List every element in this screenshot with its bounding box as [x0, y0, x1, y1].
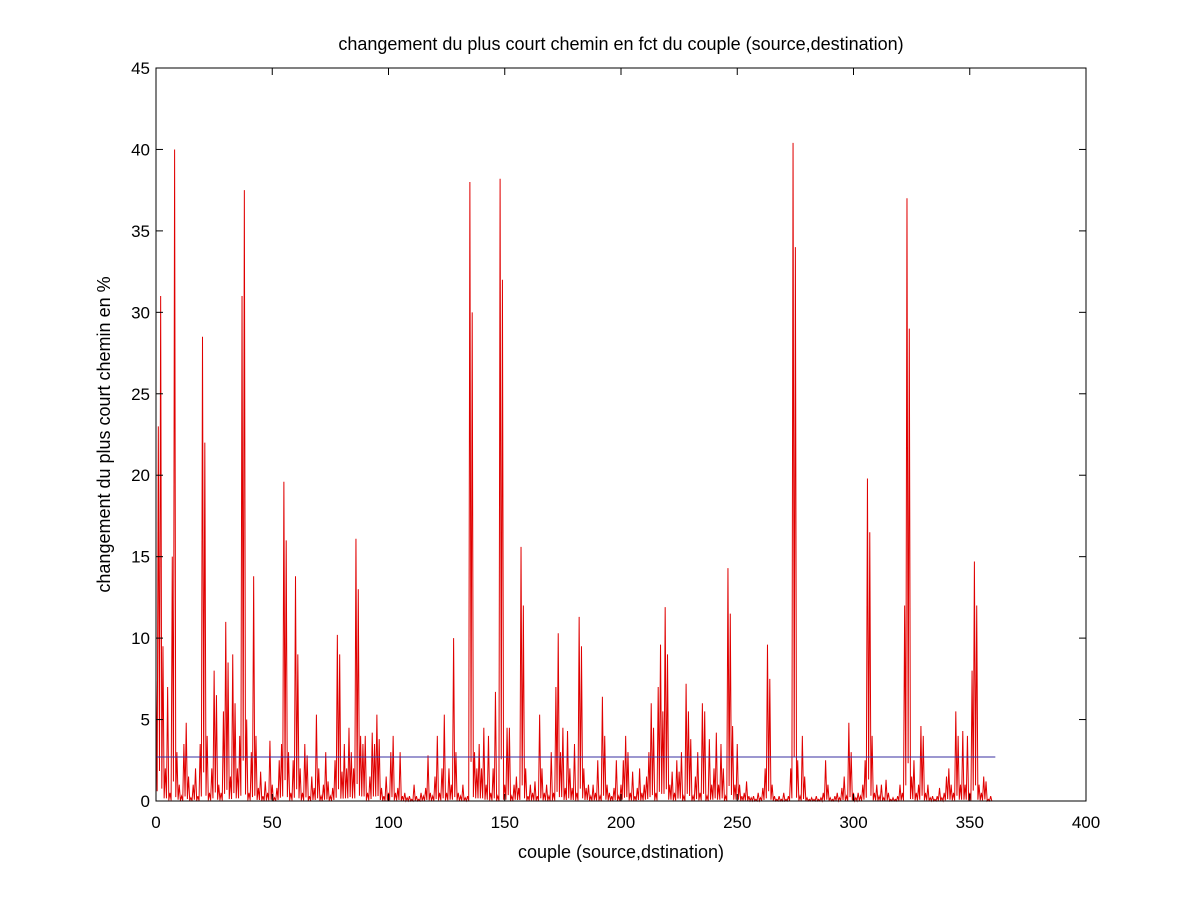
- series-layer: [155, 142, 996, 803]
- y-tick-label: 15: [131, 548, 150, 567]
- x-tick-label: 250: [723, 813, 751, 832]
- x-tick-label: 50: [263, 813, 282, 832]
- y-tick-label: 25: [131, 385, 150, 404]
- x-tick-label: 350: [956, 813, 984, 832]
- x-tick-label: 100: [374, 813, 402, 832]
- chart-title: changement du plus court chemin en fct d…: [338, 34, 903, 54]
- ticks-layer: 0 50 100 150 200 250 300 350 400 0 5 10 15 20 25 30 35 40…: [131, 59, 1100, 832]
- y-tick-label: 20: [131, 466, 150, 485]
- y-tick-label: 0: [141, 792, 150, 811]
- y-tick-label: 5: [141, 711, 150, 730]
- y-axis-label: changement du plus court chemin en %: [94, 276, 114, 592]
- y-tick-label: 40: [131, 140, 150, 159]
- y-tick-label: 10: [131, 629, 150, 648]
- y-tick-label: 30: [131, 303, 150, 322]
- plot-area: [156, 68, 1086, 801]
- x-tick-label: 200: [607, 813, 635, 832]
- x-tick-label: 150: [491, 813, 519, 832]
- x-axis-label: couple (source,dstination): [518, 842, 724, 862]
- x-tick-label: 400: [1072, 813, 1100, 832]
- x-tick-label: 0: [151, 813, 160, 832]
- y-tick-label: 35: [131, 222, 150, 241]
- y-tick-label: 45: [131, 59, 150, 78]
- x-tick-label: 300: [839, 813, 867, 832]
- series-line-0: [155, 142, 993, 803]
